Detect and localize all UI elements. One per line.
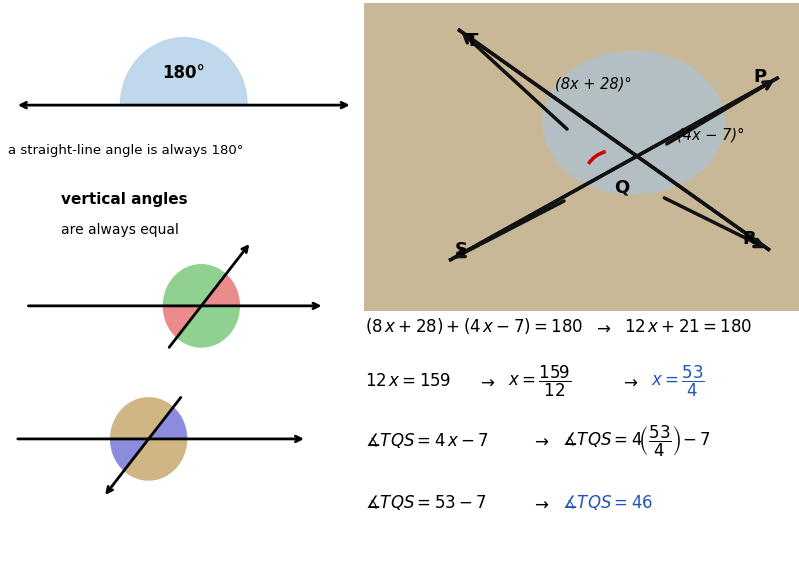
Wedge shape: [110, 397, 173, 439]
Polygon shape: [121, 38, 247, 105]
Text: $x=\dfrac{159}{12}$: $x=\dfrac{159}{12}$: [508, 364, 572, 399]
Circle shape: [542, 51, 725, 195]
Text: 180°: 180°: [162, 65, 205, 82]
Text: T: T: [466, 32, 479, 50]
Text: (8x + 28)°: (8x + 28)°: [555, 77, 632, 92]
Text: $\measuredangle TQS=4\,x-7$: $\measuredangle TQS=4\,x-7$: [365, 431, 489, 450]
Text: a straight-line angle is always 180°: a straight-line angle is always 180°: [8, 143, 244, 157]
Wedge shape: [163, 306, 201, 338]
Wedge shape: [177, 306, 240, 348]
Wedge shape: [163, 264, 226, 306]
Text: $x=\dfrac{53}{4}$: $x=\dfrac{53}{4}$: [651, 364, 706, 399]
Text: R: R: [742, 230, 756, 248]
Text: $\measuredangle TQS=46$: $\measuredangle TQS=46$: [562, 493, 653, 512]
FancyBboxPatch shape: [364, 3, 799, 311]
Text: $12\,x+21=180$: $12\,x+21=180$: [625, 319, 753, 336]
Text: are always equal: are always equal: [61, 223, 179, 237]
Text: S: S: [455, 241, 468, 259]
Text: $\measuredangle TQS=4\!\left(\dfrac{53}{4}\right)\!-7$: $\measuredangle TQS=4\!\left(\dfrac{53}{…: [562, 423, 710, 458]
Text: $\rightarrow$: $\rightarrow$: [531, 494, 549, 512]
Text: Q: Q: [614, 179, 629, 197]
Wedge shape: [149, 407, 187, 439]
Text: vertical angles: vertical angles: [61, 192, 187, 207]
Text: $\rightarrow$: $\rightarrow$: [477, 373, 495, 391]
Text: $\measuredangle TQS=53-7$: $\measuredangle TQS=53-7$: [365, 493, 487, 512]
Text: $\rightarrow$: $\rightarrow$: [620, 373, 638, 391]
Text: $\rightarrow$: $\rightarrow$: [531, 432, 549, 450]
Text: $(8\,x+28)+(4\,x-7)=180$: $(8\,x+28)+(4\,x-7)=180$: [365, 316, 583, 336]
Text: $12\,x=159$: $12\,x=159$: [365, 373, 451, 391]
Wedge shape: [201, 274, 240, 306]
Wedge shape: [110, 439, 149, 471]
Text: (4x − 7)°: (4x − 7)°: [677, 128, 745, 143]
Wedge shape: [124, 439, 187, 481]
Text: $\rightarrow$: $\rightarrow$: [593, 319, 611, 336]
Text: P: P: [753, 67, 766, 86]
